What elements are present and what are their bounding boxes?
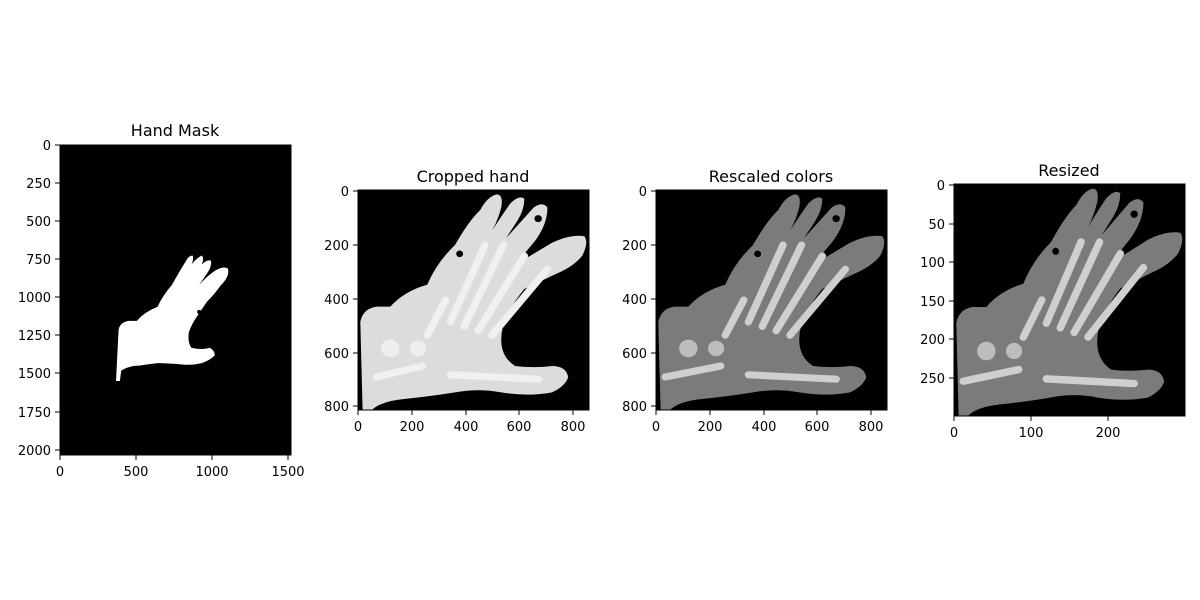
panel-title: Hand Mask bbox=[131, 121, 220, 140]
svg-text:400: 400 bbox=[622, 293, 647, 308]
svg-text:800: 800 bbox=[622, 400, 647, 415]
y-axis-ticks: 0 200 400 600 800 bbox=[622, 185, 656, 415]
svg-text:200: 200 bbox=[400, 420, 425, 435]
svg-text:750: 750 bbox=[26, 253, 51, 268]
svg-text:0: 0 bbox=[43, 139, 51, 154]
svg-text:2000: 2000 bbox=[18, 444, 51, 459]
svg-text:500: 500 bbox=[26, 215, 51, 230]
svg-text:1250: 1250 bbox=[18, 329, 51, 344]
cropped-hand-image bbox=[358, 190, 589, 410]
svg-text:200: 200 bbox=[1096, 426, 1121, 441]
y-axis-ticks: 0 250 500 750 1000 1250 1500 1750 2000 bbox=[18, 139, 60, 459]
svg-text:250: 250 bbox=[920, 372, 945, 387]
svg-text:150: 150 bbox=[920, 295, 945, 310]
y-axis-ticks: 0 50 100 150 200 250 bbox=[920, 179, 954, 387]
svg-text:600: 600 bbox=[622, 347, 647, 362]
svg-text:200: 200 bbox=[622, 239, 647, 254]
svg-text:0: 0 bbox=[950, 426, 958, 441]
svg-text:1500: 1500 bbox=[18, 367, 51, 382]
svg-text:50: 50 bbox=[928, 218, 945, 233]
svg-text:200: 200 bbox=[698, 420, 723, 435]
svg-text:600: 600 bbox=[507, 420, 532, 435]
svg-text:0: 0 bbox=[354, 420, 362, 435]
svg-text:800: 800 bbox=[859, 420, 884, 435]
y-axis-ticks: 0 200 400 600 800 bbox=[324, 185, 358, 415]
panel-title: Rescaled colors bbox=[709, 167, 833, 186]
svg-text:400: 400 bbox=[324, 293, 349, 308]
x-axis-ticks: 0 500 1000 1500 bbox=[56, 455, 305, 480]
svg-text:0: 0 bbox=[341, 185, 349, 200]
panel-title: Cropped hand bbox=[417, 167, 530, 186]
x-axis-ticks: 0 100 200 bbox=[950, 416, 1121, 441]
svg-text:0: 0 bbox=[639, 185, 647, 200]
panel-resized: Resized 0 50 100 150 200 bbox=[920, 161, 1186, 441]
svg-text:0: 0 bbox=[652, 420, 660, 435]
svg-text:800: 800 bbox=[324, 400, 349, 415]
svg-text:600: 600 bbox=[805, 420, 830, 435]
svg-text:100: 100 bbox=[1019, 426, 1044, 441]
svg-text:1000: 1000 bbox=[195, 465, 228, 480]
svg-text:100: 100 bbox=[920, 256, 945, 271]
panel-rescaled-colors: Rescaled colors 0 200 400 600 8 bbox=[622, 167, 888, 435]
panel-title: Resized bbox=[1038, 161, 1099, 180]
svg-text:600: 600 bbox=[324, 347, 349, 362]
svg-text:400: 400 bbox=[454, 420, 479, 435]
panel-cropped-hand: Cropped hand 0 200 400 600 bbox=[324, 167, 590, 435]
resized-hand-image bbox=[954, 184, 1185, 416]
svg-text:0: 0 bbox=[937, 179, 945, 194]
svg-text:400: 400 bbox=[752, 420, 777, 435]
panel-hand-mask: Hand Mask 0 250 500 750 1000 1250 1500 1… bbox=[18, 121, 305, 480]
svg-text:200: 200 bbox=[324, 239, 349, 254]
x-axis-ticks: 0 200 400 600 800 bbox=[354, 410, 586, 435]
svg-text:250: 250 bbox=[26, 177, 51, 192]
svg-text:1000: 1000 bbox=[18, 291, 51, 306]
svg-text:1500: 1500 bbox=[271, 465, 304, 480]
x-axis-ticks: 0 200 400 600 800 bbox=[652, 410, 884, 435]
svg-text:800: 800 bbox=[561, 420, 586, 435]
svg-text:500: 500 bbox=[124, 465, 149, 480]
svg-text:1750: 1750 bbox=[18, 406, 51, 421]
svg-text:200: 200 bbox=[920, 333, 945, 348]
rescaled-hand-image bbox=[656, 190, 887, 410]
svg-text:0: 0 bbox=[56, 465, 64, 480]
